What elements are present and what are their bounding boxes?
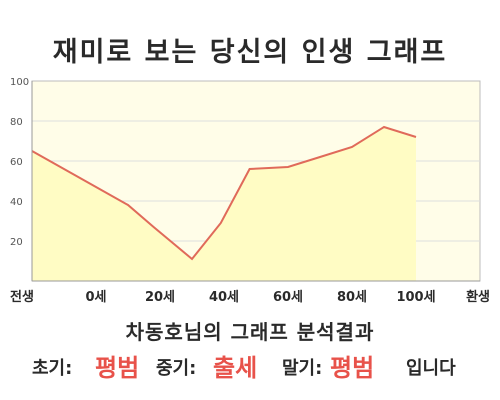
- page-title: 재미로 보는 당신의 인생 그래프: [52, 37, 448, 68]
- x-tick-label: 80세: [337, 290, 367, 305]
- y-tick-label: 20: [10, 237, 23, 248]
- x-tick-labels: 전생 0세 20세 40세 60세 80세 100세 환생: [10, 289, 490, 305]
- y-tick-label: 80: [10, 117, 23, 128]
- area-fill: [32, 127, 416, 281]
- x-tick-label: 20세: [145, 290, 175, 305]
- x-tick-label: 60세: [273, 290, 303, 305]
- y-tick-label: 40: [10, 197, 23, 208]
- x-tick-label: 100세: [396, 290, 435, 305]
- y-tick-label: 60: [10, 157, 23, 168]
- series-line: [31, 125, 417, 261]
- x-tick-label: 환생: [466, 289, 490, 305]
- early-value: 평범: [95, 354, 140, 382]
- x-tick-label: 전생: [10, 289, 34, 305]
- x-tick-label: 40세: [209, 290, 239, 305]
- result-line: 초기: 평범 중기: 출세 말기: 평범 입니다: [0, 346, 500, 386]
- middle-label: 중기:: [156, 358, 197, 379]
- ending-text: 입니다: [406, 358, 456, 379]
- y-tick-labels: 20 40 60 80 100: [10, 77, 29, 248]
- late-label: 말기:: [282, 358, 323, 379]
- late-value: 평범: [330, 354, 375, 382]
- middle-value: 출세: [213, 354, 258, 382]
- y-tick-label: 100: [10, 77, 29, 88]
- analysis-subtitle: 차동호님의 그래프 분석결과: [125, 320, 375, 344]
- early-label: 초기:: [32, 358, 73, 379]
- x-tick-label: 0세: [85, 290, 106, 305]
